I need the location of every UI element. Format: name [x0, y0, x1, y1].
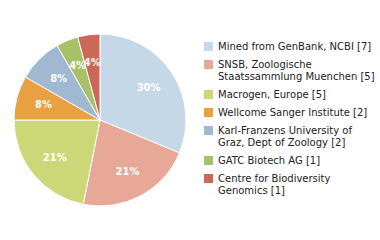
- legend-label: Centre for BiodiversityGenomics [1]: [218, 173, 331, 196]
- legend-swatch: [204, 174, 213, 183]
- legend-label: Mined from GenBank, NCBI [7]: [218, 41, 371, 52]
- legend-swatch: [204, 90, 213, 99]
- legend-swatch: [204, 60, 213, 69]
- pie: [14, 34, 186, 206]
- pie-slice: [14, 120, 100, 204]
- legend-label: GATC Biotech AG [1]: [218, 155, 320, 166]
- legend-swatch: [204, 156, 213, 165]
- data-label: 8%: [50, 73, 67, 84]
- legend-label: Karl-Franzens University ofGraz, Dept of…: [218, 125, 352, 148]
- legend-label: SNSB, ZoologischeStaatssammlung Muenchen…: [218, 59, 375, 82]
- legend-label: Macrogen, Europe [5]: [218, 89, 326, 100]
- data-label: 21%: [43, 152, 67, 163]
- data-label: 8%: [35, 99, 52, 110]
- legend-swatch: [204, 126, 213, 135]
- legend-swatch: [204, 42, 213, 51]
- legend-swatch: [204, 108, 213, 117]
- data-labels: 30%21%21%8%8%4%4%: [35, 57, 161, 178]
- pie-slice: [78, 34, 100, 120]
- chart: 30%21%21%8%8%4%4%Mined from GenBank, NCB…: [0, 0, 380, 240]
- legend-label: Wellcome Sanger Institute [2]: [218, 107, 367, 118]
- legend: Mined from GenBank, NCBI [7] SNSB, Zoolog…: [204, 41, 375, 196]
- data-label: 21%: [116, 166, 140, 177]
- data-label: 30%: [137, 82, 161, 93]
- data-label: 4%: [84, 57, 101, 68]
